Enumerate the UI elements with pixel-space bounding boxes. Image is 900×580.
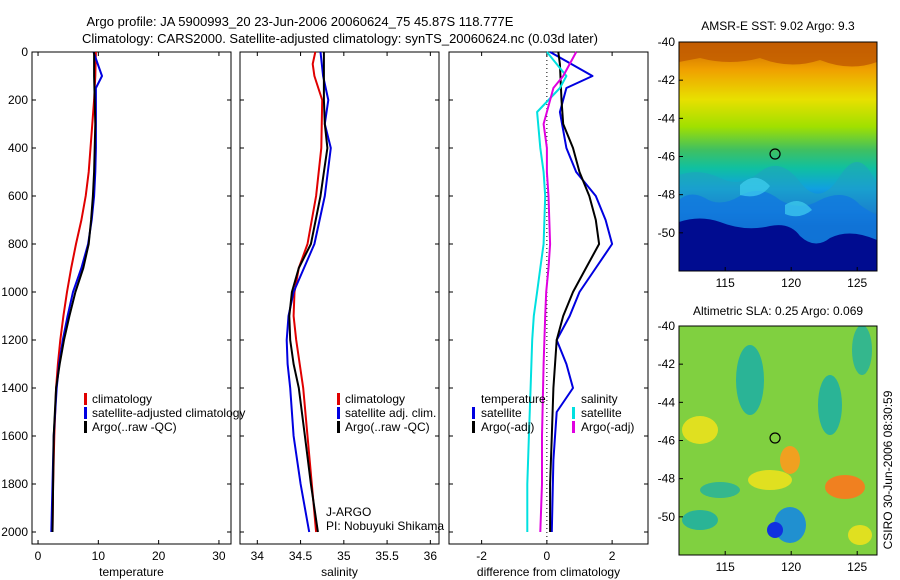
legend-label-argo: Argo(..raw -QC): [345, 420, 430, 434]
series-line-temperature-satellite: [549, 51, 614, 533]
legend-header-temperature: temperature: [481, 392, 546, 406]
series-line-salinity-argo-adj-: [539, 51, 578, 533]
sla-map-axes: 115 120 125 -40 -42 -44 -46 -48 -50: [658, 319, 868, 574]
x-tick-label: 20: [152, 549, 166, 563]
salinity-legend: climatology satellite adj. clim. Argo(..…: [337, 392, 436, 434]
pi-label-line2: PI: Nobuyuki Shikama: [326, 519, 444, 533]
series-line-argo-raw-qc-: [288, 52, 329, 533]
sst-map-axes: 115 120 125 -40 -42 -44 -46 -48 -50: [658, 35, 868, 290]
y-tick-label: -46: [658, 150, 676, 164]
legend-label-temp-argo: Argo(-adj): [481, 420, 534, 434]
y-tick-label: -40: [658, 319, 676, 333]
y-tick-label: 2000: [1, 525, 28, 539]
legend-swatch-red: [84, 393, 87, 405]
legend-swatch-blue: [472, 407, 475, 419]
legend-label-sal-satellite: satellite: [581, 406, 622, 420]
x-tick-label: 35: [337, 549, 351, 563]
difference-panel: -2 0 2 difference from climatology: [448, 51, 649, 579]
legend-label-climatology: climatology: [345, 392, 405, 406]
sst-map-image: [679, 42, 877, 271]
legend-label-argo: Argo(..raw -QC): [92, 420, 177, 434]
y-tick-label: 800: [8, 237, 28, 251]
legend-label-sal-argo: Argo(-adj): [581, 420, 634, 434]
legend-swatch-black: [84, 421, 87, 433]
legend-swatch-magenta: [572, 421, 575, 433]
legend-label-climatology: climatology: [92, 392, 152, 406]
pi-label-line1: J-ARGO: [326, 505, 371, 519]
y-tick-label: -48: [658, 188, 676, 202]
y-tick-label: -42: [658, 73, 676, 87]
sla-map-image: [679, 326, 877, 555]
y-tick-label: -50: [658, 226, 676, 240]
y-tick-label: -40: [658, 35, 676, 49]
temperature-panel: 0 10 20 30 temperature 0 200 400 600 800 1000 1200 1…: [1, 45, 232, 579]
temperature-plot-frame: [31, 51, 232, 545]
y-tick-label: 400: [8, 141, 28, 155]
x-tick-label: 34.5: [289, 549, 313, 563]
x-tick-label: 36: [424, 549, 438, 563]
x-tick-label: 0: [35, 549, 42, 563]
sst-map-title: AMSR-E SST: 9.02 Argo: 9.3: [701, 19, 855, 33]
y-tick-label: -50: [658, 510, 676, 524]
salinity-plot-frame: [239, 51, 440, 545]
y-tick-label: 600: [8, 189, 28, 203]
legend-swatch-cyan: [572, 407, 575, 419]
series-line-satellite-adj-clim-: [285, 51, 332, 533]
temperature-legend: climatology satellite-adjusted climatolo…: [84, 392, 245, 434]
y-tick-label: 1000: [1, 285, 28, 299]
series-line-climatology: [51, 51, 97, 533]
legend-label-satellite: satellite-adjusted climatology: [92, 406, 245, 420]
figure-title-line2: Climatology: CARS2000. Satellite-adjuste…: [82, 31, 598, 46]
legend-swatch-black: [472, 421, 475, 433]
y-tick-label: 1400: [1, 381, 28, 395]
difference-plot-frame: [448, 51, 649, 545]
argo-location-marker: [769, 148, 781, 160]
legend-swatch-red: [337, 393, 340, 405]
series-line-salinity-satellite: [526, 51, 568, 532]
x-tick-label: 35.5: [375, 549, 399, 563]
legend-swatch-black: [337, 421, 340, 433]
salinity-panel: 34 34.5 35 35.5 36 salinity: [239, 51, 440, 579]
x-axis-label: salinity: [321, 565, 358, 579]
figure-title-line1: Argo profile: JA 5900993_20 23-Jun-2006 …: [87, 14, 514, 29]
difference-legend: temperature satellite Argo(-adj) salinit…: [472, 392, 634, 434]
y-tick-label: 1800: [1, 477, 28, 491]
x-tick-label: 125: [847, 276, 867, 290]
sla-map-title: Altimetric SLA: 0.25 Argo: 0.069: [693, 304, 863, 318]
y-tick-label: -42: [658, 357, 676, 371]
y-tick-label: -44: [658, 395, 676, 409]
x-axis-label: temperature: [99, 565, 164, 579]
x-tick-label: 2: [609, 549, 616, 563]
legend-label-temp-satellite: satellite: [481, 406, 522, 420]
x-tick-label: 10: [92, 549, 106, 563]
y-tick-label: 1200: [1, 333, 28, 347]
timestamp-label: CSIRO 30-Jun-2006 08:30:59: [881, 390, 895, 549]
x-tick-label: 125: [847, 560, 867, 574]
legend-header-salinity: salinity: [581, 392, 618, 406]
series-line-temperature-argo-adj-: [549, 51, 601, 532]
x-tick-label: 120: [781, 560, 801, 574]
y-tick-label: -48: [658, 472, 676, 486]
argo-location-marker: [769, 432, 781, 444]
legend-swatch-blue: [337, 407, 340, 419]
x-tick-label: 30: [212, 549, 226, 563]
y-tick-label: 1600: [1, 429, 28, 443]
x-tick-label: 115: [716, 560, 735, 574]
legend-swatch-blue: [84, 407, 87, 419]
series-line-argo-raw-qc-: [51, 52, 97, 533]
y-tick-label: 0: [21, 45, 28, 59]
x-tick-label: 115: [716, 276, 735, 290]
y-tick-label: -44: [658, 111, 676, 125]
y-tick-label: -46: [658, 434, 676, 448]
y-tick-label: 200: [8, 93, 28, 107]
x-tick-label: 0: [544, 549, 551, 563]
legend-label-satellite: satellite adj. clim.: [345, 406, 436, 420]
x-tick-label: -2: [476, 549, 487, 563]
x-tick-label: 120: [781, 276, 801, 290]
x-axis-label: difference from climatology: [477, 565, 620, 579]
series-line-climatology: [292, 51, 324, 533]
x-tick-label: 34: [251, 549, 265, 563]
